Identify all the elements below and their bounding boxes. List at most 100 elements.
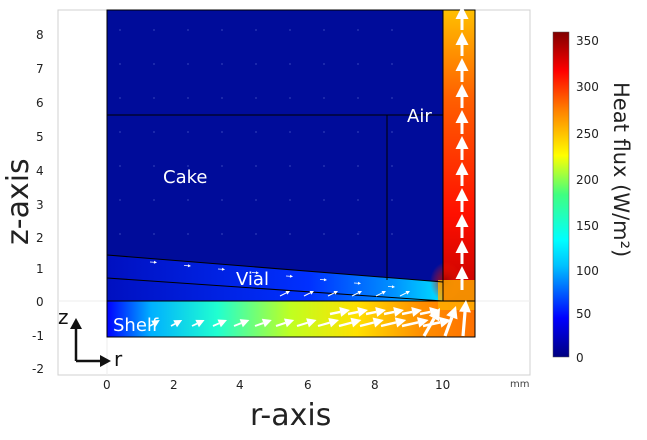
flux-arrow-dot <box>153 233 154 234</box>
flux-arrow-dot <box>255 29 256 30</box>
flux-arrow-dot <box>119 233 120 234</box>
colorbar-tick-label: 300 <box>576 80 599 94</box>
flux-arrow-dot <box>357 165 358 166</box>
y-tick-label: 2 <box>36 231 44 245</box>
flux-arrow-dot <box>221 29 222 30</box>
flux-arrow-dot <box>221 199 222 200</box>
flux-arrow-dot <box>357 97 358 98</box>
colorbar-tick-label: 150 <box>576 219 599 233</box>
colorbar-tick-label: 250 <box>576 127 599 141</box>
colorbar-tick-label: 50 <box>576 307 591 321</box>
x-tick-label: 4 <box>236 378 244 392</box>
y-tick-label: 6 <box>36 96 44 110</box>
flux-arrow-dot <box>221 97 222 98</box>
y-tick-label: -2 <box>32 362 44 376</box>
flux-arrow-dot <box>119 63 120 64</box>
flux-arrow-dot <box>323 131 324 132</box>
x-axis-unit: mm <box>510 379 529 390</box>
y-tick-label: 0 <box>36 295 44 309</box>
flux-arrow-dot <box>391 131 392 132</box>
flux-arrow-dot <box>289 199 290 200</box>
colorbar-tick-label: 350 <box>576 34 599 48</box>
flux-arrow-dot <box>391 233 392 234</box>
x-tick-label: 10 <box>435 378 450 392</box>
y-tick-label: 1 <box>36 262 44 276</box>
flux-arrow-dot <box>119 97 120 98</box>
flux-arrow-shaft <box>463 312 465 336</box>
flux-arrow-dot <box>187 63 188 64</box>
flux-arrow-dot <box>187 233 188 234</box>
flux-arrow-dot <box>153 131 154 132</box>
flux-arrow-dot <box>119 131 120 132</box>
flux-arrow-dot <box>391 63 392 64</box>
y-tick-label: 3 <box>36 198 44 212</box>
flux-arrow-dot <box>119 199 120 200</box>
flux-arrow-dot <box>221 233 222 234</box>
flux-arrow-dot <box>255 97 256 98</box>
flux-arrow-dot <box>323 97 324 98</box>
flux-arrow-dot <box>187 131 188 132</box>
corner-contact <box>438 280 475 310</box>
air-gap-region <box>443 10 475 301</box>
flux-arrow-dot <box>323 29 324 30</box>
flux-arrow-dot <box>357 29 358 30</box>
flux-arrow-dot <box>153 97 154 98</box>
flux-arrow-dot <box>391 199 392 200</box>
triad-label-r: r <box>114 347 123 371</box>
flux-arrow-dot <box>221 131 222 132</box>
flux-arrow-dot <box>187 97 188 98</box>
flux-arrow-dot <box>255 131 256 132</box>
flux-arrow-dot <box>391 97 392 98</box>
x-tick-label: 2 <box>170 378 178 392</box>
flux-arrow-dot <box>153 165 154 166</box>
region-label-cake: Cake <box>163 167 207 188</box>
flux-arrow-dot <box>323 199 324 200</box>
flux-arrow-dot <box>221 63 222 64</box>
colorbar-tick-label: 200 <box>576 173 599 187</box>
flux-arrow-dot <box>289 97 290 98</box>
colorbar-gradient <box>553 32 569 357</box>
x-axis-ticks: 0 2 4 6 8 10 mm <box>103 378 529 392</box>
cake-region <box>107 10 443 301</box>
flux-arrow-dot <box>153 29 154 30</box>
region-label-vial: Vial <box>236 269 269 290</box>
y-tick-label: 8 <box>36 28 44 42</box>
flux-arrow-dot <box>153 199 154 200</box>
flux-arrow-dot <box>323 63 324 64</box>
flux-arrow-dot <box>357 131 358 132</box>
y-tick-label: 5 <box>36 130 44 144</box>
x-tick-label: 8 <box>371 378 379 392</box>
y-tick-label: 7 <box>36 62 44 76</box>
flux-arrow-dot <box>323 165 324 166</box>
flux-arrow-dot <box>119 165 120 166</box>
region-label-shelf: Shelf <box>113 315 159 336</box>
flux-arrow-dot <box>187 199 188 200</box>
y-axis-title: z-axis <box>1 158 36 245</box>
y-tick-label: -1 <box>32 329 44 343</box>
flux-arrow-dot <box>391 165 392 166</box>
flux-arrow-dot <box>391 29 392 30</box>
flux-arrow-dot <box>289 63 290 64</box>
x-axis-title: r-axis <box>250 398 331 433</box>
flux-arrow-dot <box>323 233 324 234</box>
flux-arrow-dot <box>357 233 358 234</box>
flux-arrow-dot <box>255 63 256 64</box>
flux-arrow-dot <box>255 233 256 234</box>
flux-arrow-dot <box>289 131 290 132</box>
flux-arrow-dot <box>187 29 188 30</box>
colorbar-tick-label: 100 <box>576 264 599 278</box>
flux-arrow-dot <box>221 165 222 166</box>
flux-arrow-dot <box>255 199 256 200</box>
flux-arrow-dot <box>255 165 256 166</box>
flux-arrow-dot <box>289 233 290 234</box>
colorbar-tick-label: 0 <box>576 351 584 365</box>
flux-arrow-dot <box>357 63 358 64</box>
flux-arrow-dot <box>289 29 290 30</box>
flux-arrow-dot <box>119 29 120 30</box>
colorbar-title: Heat flux (W/m²) <box>609 82 633 257</box>
y-tick-label: 4 <box>36 164 44 178</box>
region-label-air: Air <box>407 106 432 127</box>
x-tick-label: 6 <box>304 378 312 392</box>
